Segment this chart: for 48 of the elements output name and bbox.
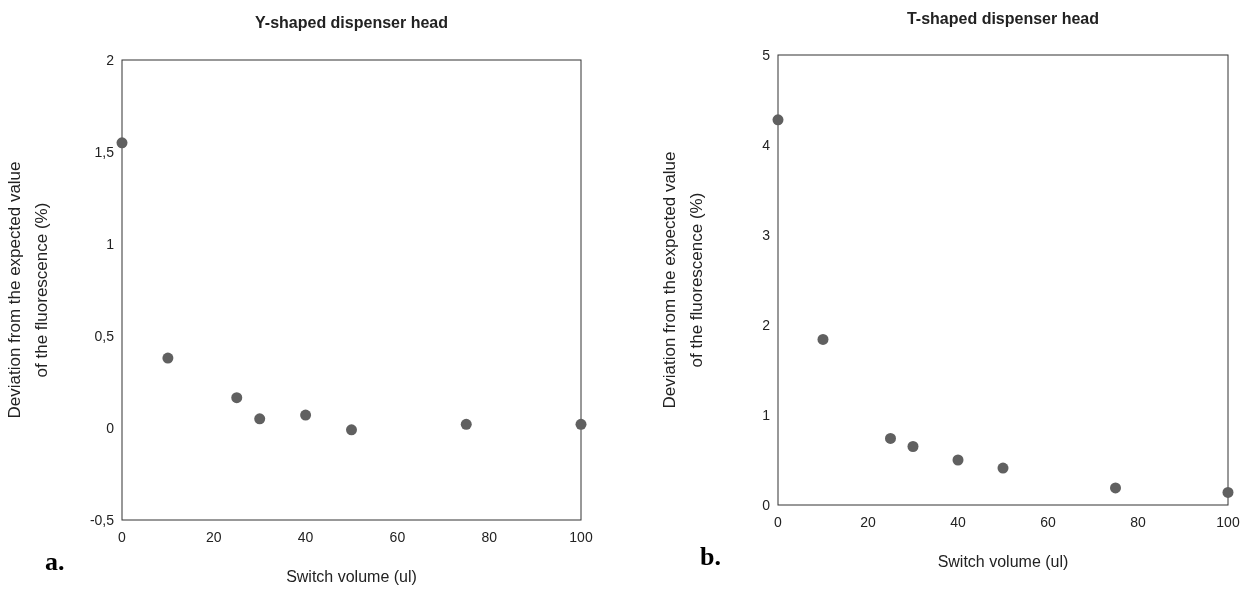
- point: [885, 432, 896, 444]
- y-tick-label: 1: [762, 406, 771, 423]
- point: [116, 137, 128, 149]
- point: [254, 413, 266, 425]
- y-tick-label: 2: [106, 51, 115, 68]
- x-tick-label: 60: [1040, 514, 1056, 530]
- y-tick-label: 5: [762, 46, 771, 63]
- point: [346, 424, 357, 436]
- y-tick-label: 2: [762, 316, 771, 333]
- y-tick-label: 4: [762, 136, 771, 153]
- point: [817, 333, 829, 345]
- x-tick-label: 0: [774, 514, 783, 530]
- y-tick-label: 0: [762, 496, 771, 513]
- x-tick-label: 40: [950, 514, 966, 530]
- point: [952, 454, 964, 466]
- y-tick-label: 0: [106, 419, 115, 436]
- point: [162, 352, 174, 364]
- y-axis-title: Deviation from the expected value of the fluorescence (%): [660, 151, 706, 409]
- x-axis-title: Switch volume (ul): [937, 553, 1069, 570]
- x-tick-label: 100: [1216, 514, 1240, 530]
- y-tick-label: 3: [762, 226, 771, 243]
- point: [772, 114, 784, 126]
- x-tick-label: 40: [297, 529, 314, 545]
- y-axis-title: Deviation from the expected value of the fluorescence (%): [5, 161, 51, 419]
- point: [907, 441, 919, 452]
- x-tick-label: 60: [389, 529, 406, 545]
- text: b.: [700, 542, 721, 571]
- y-tick-label: -0,5: [89, 511, 115, 528]
- point: [575, 418, 587, 430]
- x-axis-title: Switch volume (ul): [286, 568, 417, 585]
- point: [997, 462, 1009, 474]
- x-tick-label: 80: [1130, 514, 1146, 530]
- point: [1110, 482, 1121, 494]
- x-tick-label: 80: [481, 529, 498, 545]
- x-tick-label: 20: [206, 529, 222, 545]
- point: [460, 418, 472, 430]
- y-tick-label: 0,5: [94, 327, 115, 344]
- text: a.: [45, 547, 65, 576]
- x-tick-label: 100: [569, 529, 593, 545]
- chart-title: Y-shaped dispenser head: [255, 14, 448, 31]
- x-tick-label: 20: [860, 514, 876, 530]
- chart-title: T-shaped dispenser head: [906, 10, 1100, 27]
- point: [231, 392, 243, 404]
- y-tick-label: 1,5: [94, 143, 115, 160]
- y-tick-label: 1: [106, 235, 115, 252]
- point: [300, 409, 312, 421]
- x-tick-label: 0: [118, 529, 127, 545]
- point: [1222, 486, 1234, 498]
